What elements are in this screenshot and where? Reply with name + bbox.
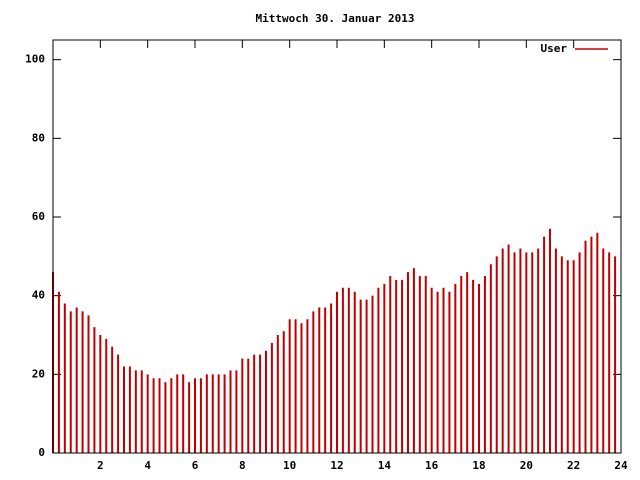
x-tick-label: 4	[144, 459, 151, 472]
x-tick-label: 8	[239, 459, 246, 472]
x-tick-label: 6	[192, 459, 199, 472]
y-tick-label: 40	[32, 289, 45, 302]
x-tick-label: 14	[378, 459, 392, 472]
y-tick-label: 20	[32, 367, 45, 380]
y-tick-label: 80	[32, 131, 45, 144]
x-tick-label: 18	[472, 459, 485, 472]
x-tick-label: 12	[330, 459, 343, 472]
x-tick-label: 2	[97, 459, 104, 472]
x-tick-label: 24	[614, 459, 628, 472]
y-tick-label: 0	[38, 446, 45, 459]
y-tick-label: 100	[25, 53, 45, 66]
legend-label: User	[541, 42, 568, 55]
y-tick-label: 60	[32, 210, 45, 223]
x-tick-label: 20	[520, 459, 533, 472]
x-tick-label: 16	[425, 459, 439, 472]
plot-frame	[52, 39, 622, 454]
x-tick-label: 10	[283, 459, 296, 472]
chart-title: Mittwoch 30. Januar 2013	[256, 12, 415, 25]
x-tick-label: 22	[567, 459, 580, 472]
